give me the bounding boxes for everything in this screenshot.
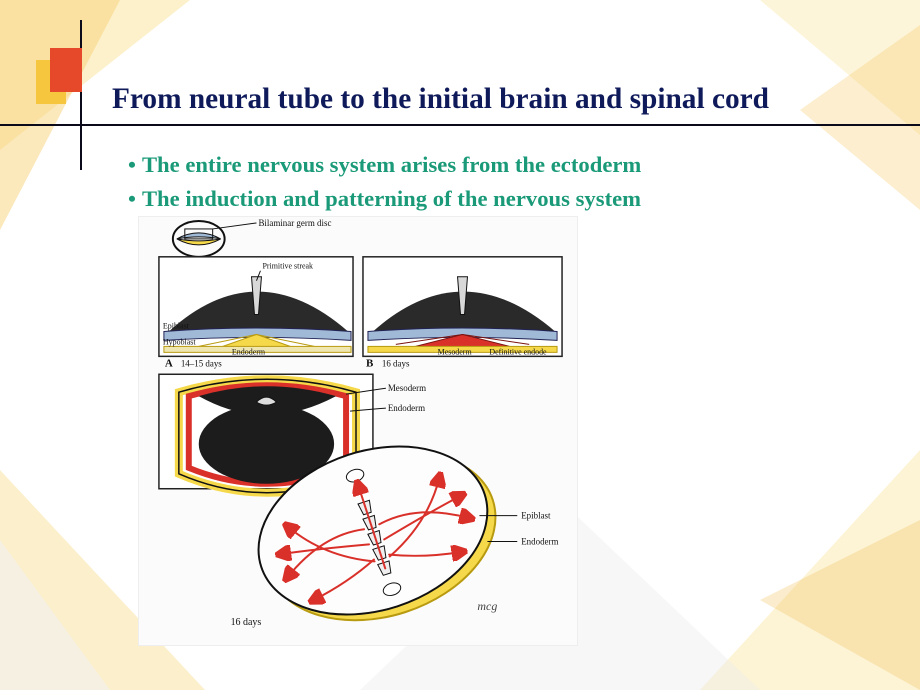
panel-a: Primitive streak Epiblast Hypoblast Endo…: [159, 257, 353, 369]
figure-signature: mcg: [477, 599, 497, 613]
panel-a-caption: 14–15 days: [181, 358, 222, 368]
label-hypoblast: Hypoblast: [163, 337, 196, 346]
label-endoderm-a: Endoderm: [232, 347, 266, 356]
title-underline: [0, 124, 920, 126]
embryology-figure: Bilaminar germ disc Primitive streak: [138, 216, 578, 646]
label-endoderm-disc: Endoderm: [521, 536, 558, 546]
title-bar: From neural tube to the initial brain an…: [0, 72, 920, 126]
label-endoderm-cs: Endoderm: [388, 403, 425, 413]
panel-a-tag: A: [165, 357, 173, 369]
bullet-text: The entire nervous system arises from th…: [142, 152, 641, 177]
panel-b-tag: B: [366, 357, 373, 369]
label-primitive-streak: Primitive streak: [262, 262, 313, 271]
label-bilaminar: Bilaminar germ disc: [258, 218, 331, 228]
disc-caption: 16 days: [231, 617, 262, 628]
label-epiblast-a: Epiblast: [163, 321, 190, 330]
label-mesoderm-b: Mesoderm: [438, 347, 473, 356]
label-mesoderm-cs: Mesoderm: [388, 383, 426, 393]
bullet-dot-icon: •: [128, 186, 136, 211]
panel-b-caption: 16 days: [382, 358, 410, 368]
slide-title: From neural tube to the initial brain an…: [112, 83, 769, 116]
slide: From neural tube to the initial brain an…: [0, 0, 920, 690]
bullet-item: •The induction and patterning of the ner…: [128, 182, 641, 216]
bullet-item: •The entire nervous system arises from t…: [128, 148, 641, 182]
bullet-dot-icon: •: [128, 152, 136, 177]
bilaminar-inset: Bilaminar germ disc: [173, 218, 332, 257]
bullet-list: •The entire nervous system arises from t…: [128, 148, 641, 216]
figure-svg: Bilaminar germ disc Primitive streak: [139, 217, 577, 645]
bullet-text: The induction and patterning of the nerv…: [142, 186, 641, 211]
label-epiblast-disc: Epiblast: [521, 511, 551, 521]
label-def-endoderm: Definitive endode: [489, 347, 547, 356]
panel-b: B 16 days Mesoderm Definitive endode: [363, 257, 562, 369]
